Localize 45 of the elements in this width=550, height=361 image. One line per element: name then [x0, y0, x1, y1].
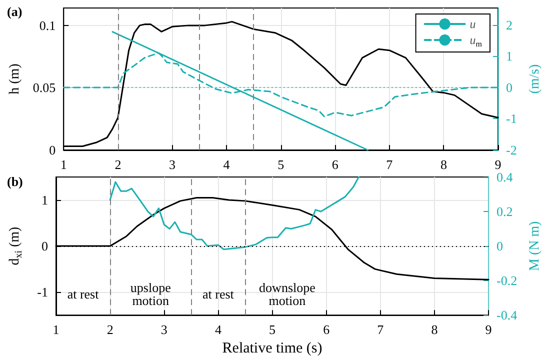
y2-tick-label: -0.2 [496, 273, 518, 288]
x-tick-label: 8 [440, 157, 447, 172]
x-tick-label: 4 [223, 157, 230, 172]
x-tick-label: 5 [278, 157, 284, 172]
y-axis-title: dxi (m) [8, 226, 24, 266]
x-tick-label: 1 [60, 157, 67, 172]
y2-tick-label: 2 [506, 17, 512, 32]
y-tick-label: 0 [49, 142, 56, 158]
y2-axis-title: M (N m) [528, 220, 542, 271]
chart-title: (b) [7, 174, 23, 189]
x-tick-label: 2 [114, 157, 122, 172]
x-tick-label: 9 [485, 322, 492, 338]
x-tick-label: 8 [431, 322, 438, 338]
x-tick-label: 3 [168, 157, 176, 172]
annotation: downslope motion [259, 280, 316, 308]
annotation: at rest [202, 286, 234, 302]
y2-tick-label: 0.2 [496, 204, 513, 220]
y2-tick-label: 1 [506, 48, 512, 64]
x-tick-label: 6 [323, 322, 330, 338]
x-tick-label: 3 [160, 322, 168, 338]
chart-title: (a) [7, 4, 22, 19]
y2-axis-title: (m/s) [528, 64, 542, 94]
x-tick-label: 6 [332, 157, 339, 172]
annotation: upslope motion [130, 280, 172, 308]
x-tick-label: 7 [386, 157, 394, 172]
x-tick-label: 7 [377, 322, 384, 338]
x-tick-label: 4 [214, 322, 222, 338]
legend-label: u [470, 17, 476, 31]
x-axis-title: Relative time (s) [222, 340, 322, 356]
y-tick-label: 0 [42, 238, 48, 254]
y-tick-label: 0.1 [39, 18, 56, 33]
y2-tick-label: 0 [506, 80, 512, 95]
y-tick-label: 1 [42, 192, 48, 208]
y-tick-label: 0.05 [32, 80, 56, 96]
x-tick-label: 2 [106, 322, 114, 338]
annotation: at rest [67, 286, 100, 302]
y2-tick-label: -1 [506, 111, 517, 126]
y2-tick-label: 0.4 [496, 170, 514, 184]
y2-tick-label: -0.4 [496, 308, 518, 323]
x-tick-label: 5 [269, 322, 276, 338]
y-tick-label: -1 [37, 284, 48, 300]
y2-tick-label: -2 [506, 142, 517, 158]
y2-tick-label: 0 [496, 238, 504, 254]
x-tick-label: 9 [494, 157, 502, 172]
y-axis-title: h (m) [8, 63, 22, 94]
